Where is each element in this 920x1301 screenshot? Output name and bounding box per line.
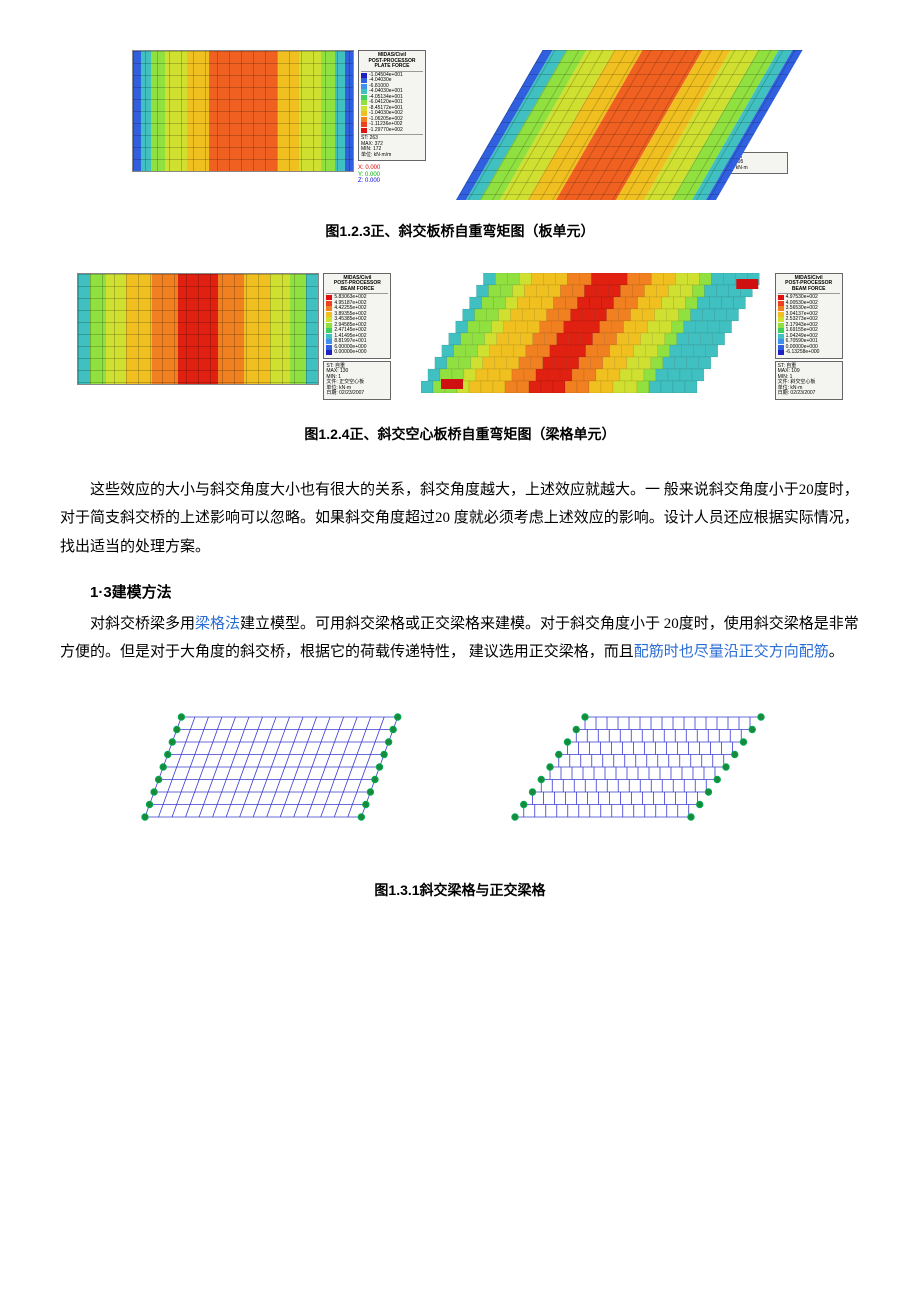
text-run: 对斜交桥梁多用: [90, 616, 195, 632]
inline-link[interactable]: 梁格法: [195, 616, 240, 632]
figure-caption: 图1.3.1斜交梁格与正交梁格: [60, 877, 860, 904]
skew-grillage: [135, 707, 415, 827]
plate-contour-orthogonal: MIDAS/CivilPOST-PROCESSORPLATE FORCE-1.0…: [132, 50, 426, 200]
beam-contour-skew: MIDAS/CivilPOST-PROCESSORBEAM FORCE4.975…: [421, 273, 842, 404]
contour-footer: ST: 自重MAX: 130MIN: 1文件: 正交空心板单位: kN·m日期:…: [323, 361, 391, 400]
contour-legend: MIDAS/CivilPOST-PROCESSORBEAM FORCE4.975…: [775, 273, 843, 359]
paragraph: 对斜交桥梁多用梁格法建立模型。可用斜交梁格或正交梁格来建模。对于斜交角度小于 2…: [60, 610, 860, 667]
beam-contour-orthogonal: MIDAS/CivilPOST-PROCESSORBEAM FORCE5.830…: [77, 273, 391, 404]
paragraph: 这些效应的大小与斜交角度大小也有很大的关系，斜交角度越大，上述效应就越大。一 般…: [60, 476, 860, 562]
contour-legend: MIDAS/CivilPOST-PROCESSORBEAM FORCE5.830…: [323, 273, 391, 359]
text-run: 。: [829, 644, 844, 660]
figure-caption: 图1.2.3正、斜交板桥自重弯矩图（板单元）: [60, 218, 860, 245]
section-heading: 1·3建模方法: [60, 579, 860, 608]
figure-1-3-1: [60, 707, 860, 827]
figure-1-2-4: MIDAS/CivilPOST-PROCESSORBEAM FORCE5.830…: [60, 273, 860, 404]
inline-link[interactable]: 配筋时也尽量沿正交方向配筋: [634, 644, 829, 660]
contour-legend: MIDAS/CivilPOST-PROCESSORPLATE FORCE-1.0…: [358, 50, 426, 161]
figure-1-2-3: MIDAS/CivilPOST-PROCESSORPLATE FORCE-1.0…: [60, 50, 860, 200]
plate-contour-skew: X: 0.000 Y: 0.000 Z: 0.000 MAX: 25MIN: 2…: [456, 50, 788, 200]
contour-footer: ST: 自重MAX: 109MIN: 1文件: 斜交空心板单位: kN·m日期:…: [775, 361, 843, 400]
ortho-grillage: [505, 707, 785, 827]
figure-caption: 图1.2.4正、斜交空心板桥自重弯矩图（梁格单元）: [60, 421, 860, 448]
axis-triad: X: 0.000 Y: 0.000 Z: 0.000: [358, 165, 426, 185]
